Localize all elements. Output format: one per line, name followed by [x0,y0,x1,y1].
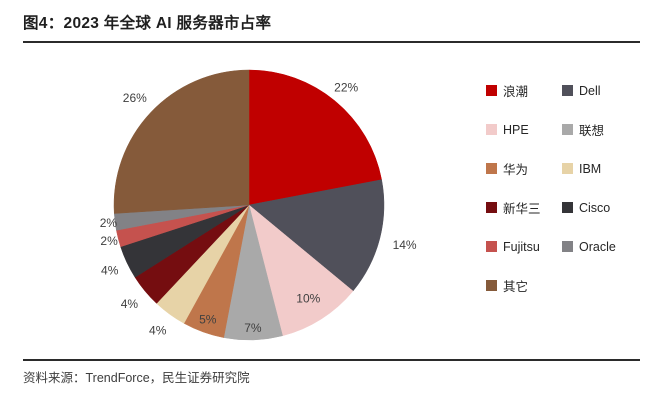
pie-data-label-11: 26% [123,91,147,105]
figure-title: 图4：2023 年全球 AI 服务器市占率 [23,15,272,32]
pie-data-label-3: 10% [296,292,320,306]
legend-label: Oracle [579,239,616,254]
legend-label: 浪潮 [503,85,529,99]
legend-swatch-icon [562,241,573,252]
pie-data-label-8: 4% [101,264,119,278]
legend-swatch-icon [486,163,497,174]
legend-item-6: IBM [562,161,616,176]
source-note: 资料来源：TrendForce，民生证券研究院 [23,371,250,385]
legend-item-7: 新华三 [486,200,562,216]
legend-label: 其它 [503,280,529,294]
legend-swatch-icon [562,124,573,135]
legend-label: 联想 [579,124,605,138]
pie-data-label-4: 7% [244,321,262,335]
legend-item-9: Fujitsu [486,239,562,254]
legend-swatch-icon [486,241,497,252]
legend-swatch-icon [486,85,497,96]
pie-slice-11 [113,69,250,214]
legend-swatch-icon [486,280,497,291]
legend-swatch-icon [562,202,573,213]
legend-label: HPE [503,122,529,137]
pie-data-label-1: 22% [334,81,358,95]
legend-label: Fujitsu [503,239,540,254]
legend-swatch-icon [562,163,573,174]
source-divider [23,359,640,361]
legend-item-10: Oracle [562,239,616,254]
legend-item-1: 浪潮 [486,83,562,99]
legend-label: Dell [579,83,601,98]
chart-legend: 浪潮 Dell HPE 联想华为 IBM 新华三 Cisco Fujitsu Oracle 其它 [486,83,616,294]
legend-item-5: 华为 [486,161,562,177]
pie-data-label-10: 2% [100,216,118,230]
legend-swatch-icon [486,124,497,135]
legend-label: 新华三 [503,202,541,216]
pie-data-label-2: 14% [393,238,417,252]
pie-slice-3 [248,204,354,337]
legend-item-8: Cisco [562,200,616,215]
legend-item-11: 其它 [486,278,562,294]
legend-label: IBM [579,161,602,176]
legend-item-2: Dell [562,83,616,98]
legend-label: Cisco [579,200,611,215]
legend-swatch-icon [562,85,573,96]
pie-data-label-7: 4% [121,297,139,311]
legend-label: 华为 [503,163,529,177]
pie-data-label-6: 4% [149,324,167,338]
legend-swatch-icon [486,202,497,213]
pie-data-label-5: 5% [199,312,217,326]
pie-slice-2 [248,179,385,292]
pie-data-label-9: 2% [100,234,118,248]
pie-slice-1 [248,69,382,206]
legend-item-4: 联想 [562,122,616,138]
legend-item-3: HPE [486,122,562,137]
title-underline [23,41,640,43]
